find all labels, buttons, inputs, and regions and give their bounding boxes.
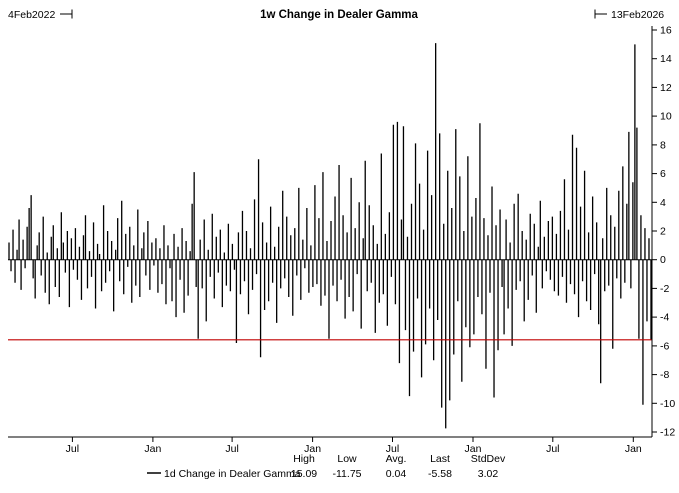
range-end-label: 13Feb2026 bbox=[611, 9, 664, 21]
y-tick-label: -10 bbox=[660, 398, 675, 410]
stat-header-avg: Avg. bbox=[386, 453, 407, 465]
y-tick-label: 10 bbox=[660, 111, 672, 123]
range-start-label: 4Feb2022 bbox=[8, 9, 55, 21]
x-tick-label: Jan bbox=[304, 443, 321, 455]
chart-title: 1w Change in Dealer Gamma bbox=[260, 9, 418, 21]
range-start-tick bbox=[60, 9, 73, 19]
y-tick-label: 14 bbox=[660, 53, 672, 65]
x-tick-label: Jan bbox=[144, 443, 161, 455]
stat-header-high: High bbox=[293, 453, 315, 465]
y-tick-label: -2 bbox=[660, 283, 669, 295]
x-tick-label: Jul bbox=[546, 443, 559, 455]
stat-value-low: -11.75 bbox=[333, 468, 362, 480]
range-end-tick bbox=[594, 9, 607, 19]
stat-value-stddev: 3.02 bbox=[478, 468, 499, 480]
stat-header-stddev: StdDev bbox=[471, 453, 506, 465]
y-tick-label: 2 bbox=[660, 226, 666, 238]
x-tick-label: Jan bbox=[625, 443, 642, 455]
stat-header-low: Low bbox=[337, 453, 357, 465]
y-tick-label: 16 bbox=[660, 25, 672, 37]
legend-series-label: 1d Change in Dealer Gamma bbox=[164, 468, 301, 480]
x-tick-label: Jul bbox=[225, 443, 238, 455]
y-tick-label: 0 bbox=[660, 254, 666, 266]
y-tick-label: 8 bbox=[660, 139, 666, 151]
stat-header-last: Last bbox=[430, 453, 450, 465]
x-tick-label: Jan bbox=[465, 443, 482, 455]
bar-series bbox=[8, 43, 652, 429]
stat-value-avg: 0.04 bbox=[386, 468, 407, 480]
stat-value-high: 15.09 bbox=[291, 468, 317, 480]
y-tick-label: 6 bbox=[660, 168, 666, 180]
stat-value-last: -5.58 bbox=[428, 468, 452, 480]
x-tick-label: Jul bbox=[66, 443, 79, 455]
y-tick-label: -4 bbox=[660, 312, 669, 324]
y-tick-label: -6 bbox=[660, 340, 669, 352]
y-tick-label: -12 bbox=[660, 427, 675, 439]
y-tick-label: 4 bbox=[660, 197, 666, 209]
y-tick-label: 12 bbox=[660, 82, 672, 94]
x-tick-label: Jul bbox=[386, 443, 399, 455]
y-tick-label: -8 bbox=[660, 369, 669, 381]
